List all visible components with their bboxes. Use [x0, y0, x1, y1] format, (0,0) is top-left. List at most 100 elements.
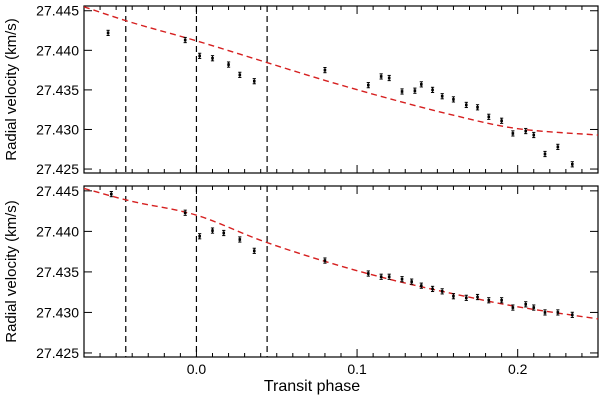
y-tick-label: 27.430	[36, 304, 79, 320]
point-marker	[252, 79, 256, 83]
data-point	[475, 293, 480, 301]
data-point	[323, 257, 327, 264]
x-tick-label: 0.0	[187, 361, 207, 377]
y-tick-label: 27.445	[36, 3, 79, 19]
point-marker	[571, 162, 574, 166]
y-tick-label: 27.425	[36, 345, 79, 361]
data-point	[387, 74, 391, 82]
y-tick-label: 27.435	[36, 82, 79, 98]
point-marker	[323, 68, 327, 72]
point-marker	[487, 115, 491, 119]
point-marker	[556, 145, 560, 149]
data-point	[366, 270, 370, 277]
data-point	[500, 297, 504, 304]
point-marker	[464, 103, 468, 107]
point-marker	[183, 38, 187, 42]
data-point	[532, 131, 536, 139]
point-marker	[413, 89, 417, 92]
data-point	[252, 247, 256, 254]
data-point	[451, 293, 456, 300]
y-tick-label: 27.425	[36, 161, 79, 177]
point-marker	[420, 83, 423, 86]
data-point	[556, 143, 560, 150]
data-point	[543, 150, 547, 158]
y-axis-label: Radial velocity (km/s)	[3, 200, 20, 343]
data-point	[379, 273, 383, 280]
point-marker	[511, 132, 515, 135]
data-point	[400, 276, 404, 283]
point-marker	[464, 296, 468, 300]
data-point	[500, 117, 504, 124]
point-marker	[387, 76, 391, 80]
point-marker	[476, 106, 479, 109]
y-axis-label: Radial velocity (km/s)	[3, 18, 20, 161]
data-point	[323, 67, 327, 74]
x-tick-label: 0.2	[508, 361, 528, 377]
data-point	[198, 52, 202, 59]
point-marker	[487, 298, 491, 302]
point-marker	[440, 94, 444, 98]
data-point	[252, 78, 256, 85]
data-point	[410, 278, 414, 285]
point-marker	[211, 56, 214, 60]
data-point	[487, 297, 491, 304]
point-marker	[227, 63, 230, 66]
plot-frame	[83, 185, 599, 358]
point-marker	[110, 192, 113, 196]
point-marker	[452, 98, 455, 101]
data-point	[440, 288, 444, 295]
point-marker	[238, 238, 242, 241]
data-point	[210, 227, 215, 234]
y-tick-label: 27.440	[36, 42, 79, 58]
point-marker	[198, 234, 201, 238]
data-point	[183, 209, 187, 216]
point-marker	[238, 73, 242, 77]
point-marker	[452, 294, 455, 298]
point-marker	[511, 306, 515, 309]
data-point	[226, 61, 231, 68]
point-marker	[543, 311, 547, 314]
data-point	[524, 127, 528, 135]
data-point	[532, 304, 536, 311]
point-marker	[367, 272, 370, 275]
data-point	[183, 36, 187, 44]
point-marker	[323, 259, 327, 262]
point-marker	[500, 298, 503, 302]
bottom-panel: 27.425 27.430 27.435 27.440 27.445 0.0 0.1 0.2 R…	[3, 183, 599, 377]
point-marker	[387, 275, 391, 279]
data-point	[464, 294, 468, 301]
data-point	[366, 82, 370, 89]
data-point	[511, 130, 515, 137]
model-fit-curve	[83, 187, 599, 320]
point-marker	[420, 284, 423, 287]
point-marker	[431, 88, 434, 92]
point-marker	[524, 303, 528, 306]
data-point	[419, 81, 423, 88]
model-fit-curve	[83, 6, 599, 136]
point-marker	[543, 152, 547, 156]
point-marker	[183, 211, 187, 215]
data-point	[570, 311, 574, 318]
point-marker	[410, 280, 413, 283]
data-point	[387, 273, 391, 280]
point-marker	[400, 277, 404, 281]
point-marker	[379, 275, 383, 279]
point-marker	[431, 287, 434, 291]
data-point	[238, 236, 242, 243]
data-point	[511, 304, 515, 311]
data-point	[413, 87, 417, 94]
point-marker	[532, 133, 536, 137]
data-point	[451, 96, 456, 103]
point-marker	[198, 54, 201, 58]
data-point	[543, 309, 547, 316]
point-marker	[211, 229, 214, 232]
data-point	[440, 93, 444, 100]
point-marker	[379, 75, 383, 78]
data-point	[400, 88, 404, 95]
data-point	[487, 113, 491, 120]
point-marker	[367, 83, 370, 87]
y-tick-label: 27.435	[36, 264, 79, 280]
point-marker	[524, 129, 528, 133]
point-marker	[476, 295, 479, 299]
